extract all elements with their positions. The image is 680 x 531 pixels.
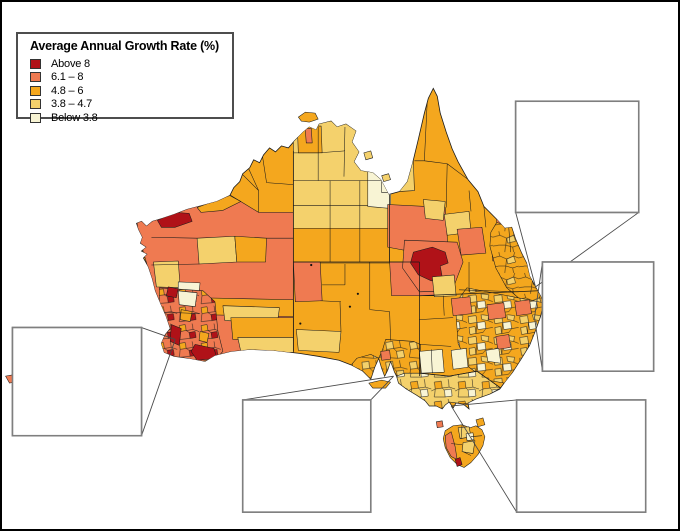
qld-nsw-region-borders [414,99,519,374]
legend-swatch-below-3-8 [30,112,41,123]
inset-melbourne [515,399,647,513]
state-borders [292,150,539,389]
legend-item: 4.8 – 6 [30,84,232,97]
region-victoria-mosaic [396,370,502,409]
legend-label: 6.1 – 8 [51,71,84,83]
king-island [435,420,444,429]
islands [298,111,486,429]
nt-region-borders [293,127,390,263]
callout-sydney [534,261,543,372]
legend-label: Below 3.8 [51,111,98,124]
callout-lines [141,212,639,513]
inset-perth [5,326,143,437]
legend-label: Above 8 [51,57,90,70]
legend-item: 6.1 – 8 [30,71,232,84]
callout-perth [141,327,176,436]
region-adelaide-mosaic [378,339,421,378]
mainland-regions [136,99,544,409]
legend-swatch-above-8 [30,58,41,69]
wa-region-borders [151,156,294,314]
legend-title: Average Annual Growth Rate (%) [30,39,219,53]
kangaroo-island [368,379,391,389]
sa-region-borders [320,262,391,341]
small-area-dots [299,263,359,325]
callout-melbourne [450,399,518,513]
legend-label: 4.8 – 6 [51,84,84,97]
legend-label: 3.8 – 4.7 [51,98,93,110]
inset-sydney [541,261,655,372]
legend-item: Below 3.8 [30,111,232,124]
flinders-island [475,417,486,428]
tiwi-islands [298,111,319,123]
groote-eylandt [363,150,374,161]
inset-adelaide [241,399,372,513]
mornington-island [381,173,391,182]
legend-item: Above 8 [30,57,232,70]
legend: Average Annual Growth Rate (%) Above 8 6… [16,32,234,124]
legend-swatch-6-1-8 [30,72,41,82]
legend-swatch-4-8-6 [30,85,41,96]
inset-brisbane [514,100,640,214]
tasmania [442,424,486,468]
legend-item: 3.8 – 4.7 [30,98,232,111]
callout-adelaide [242,375,394,401]
region-central-qld-above8 [410,246,449,282]
legend-swatch-3-8-4-7 [30,99,41,109]
